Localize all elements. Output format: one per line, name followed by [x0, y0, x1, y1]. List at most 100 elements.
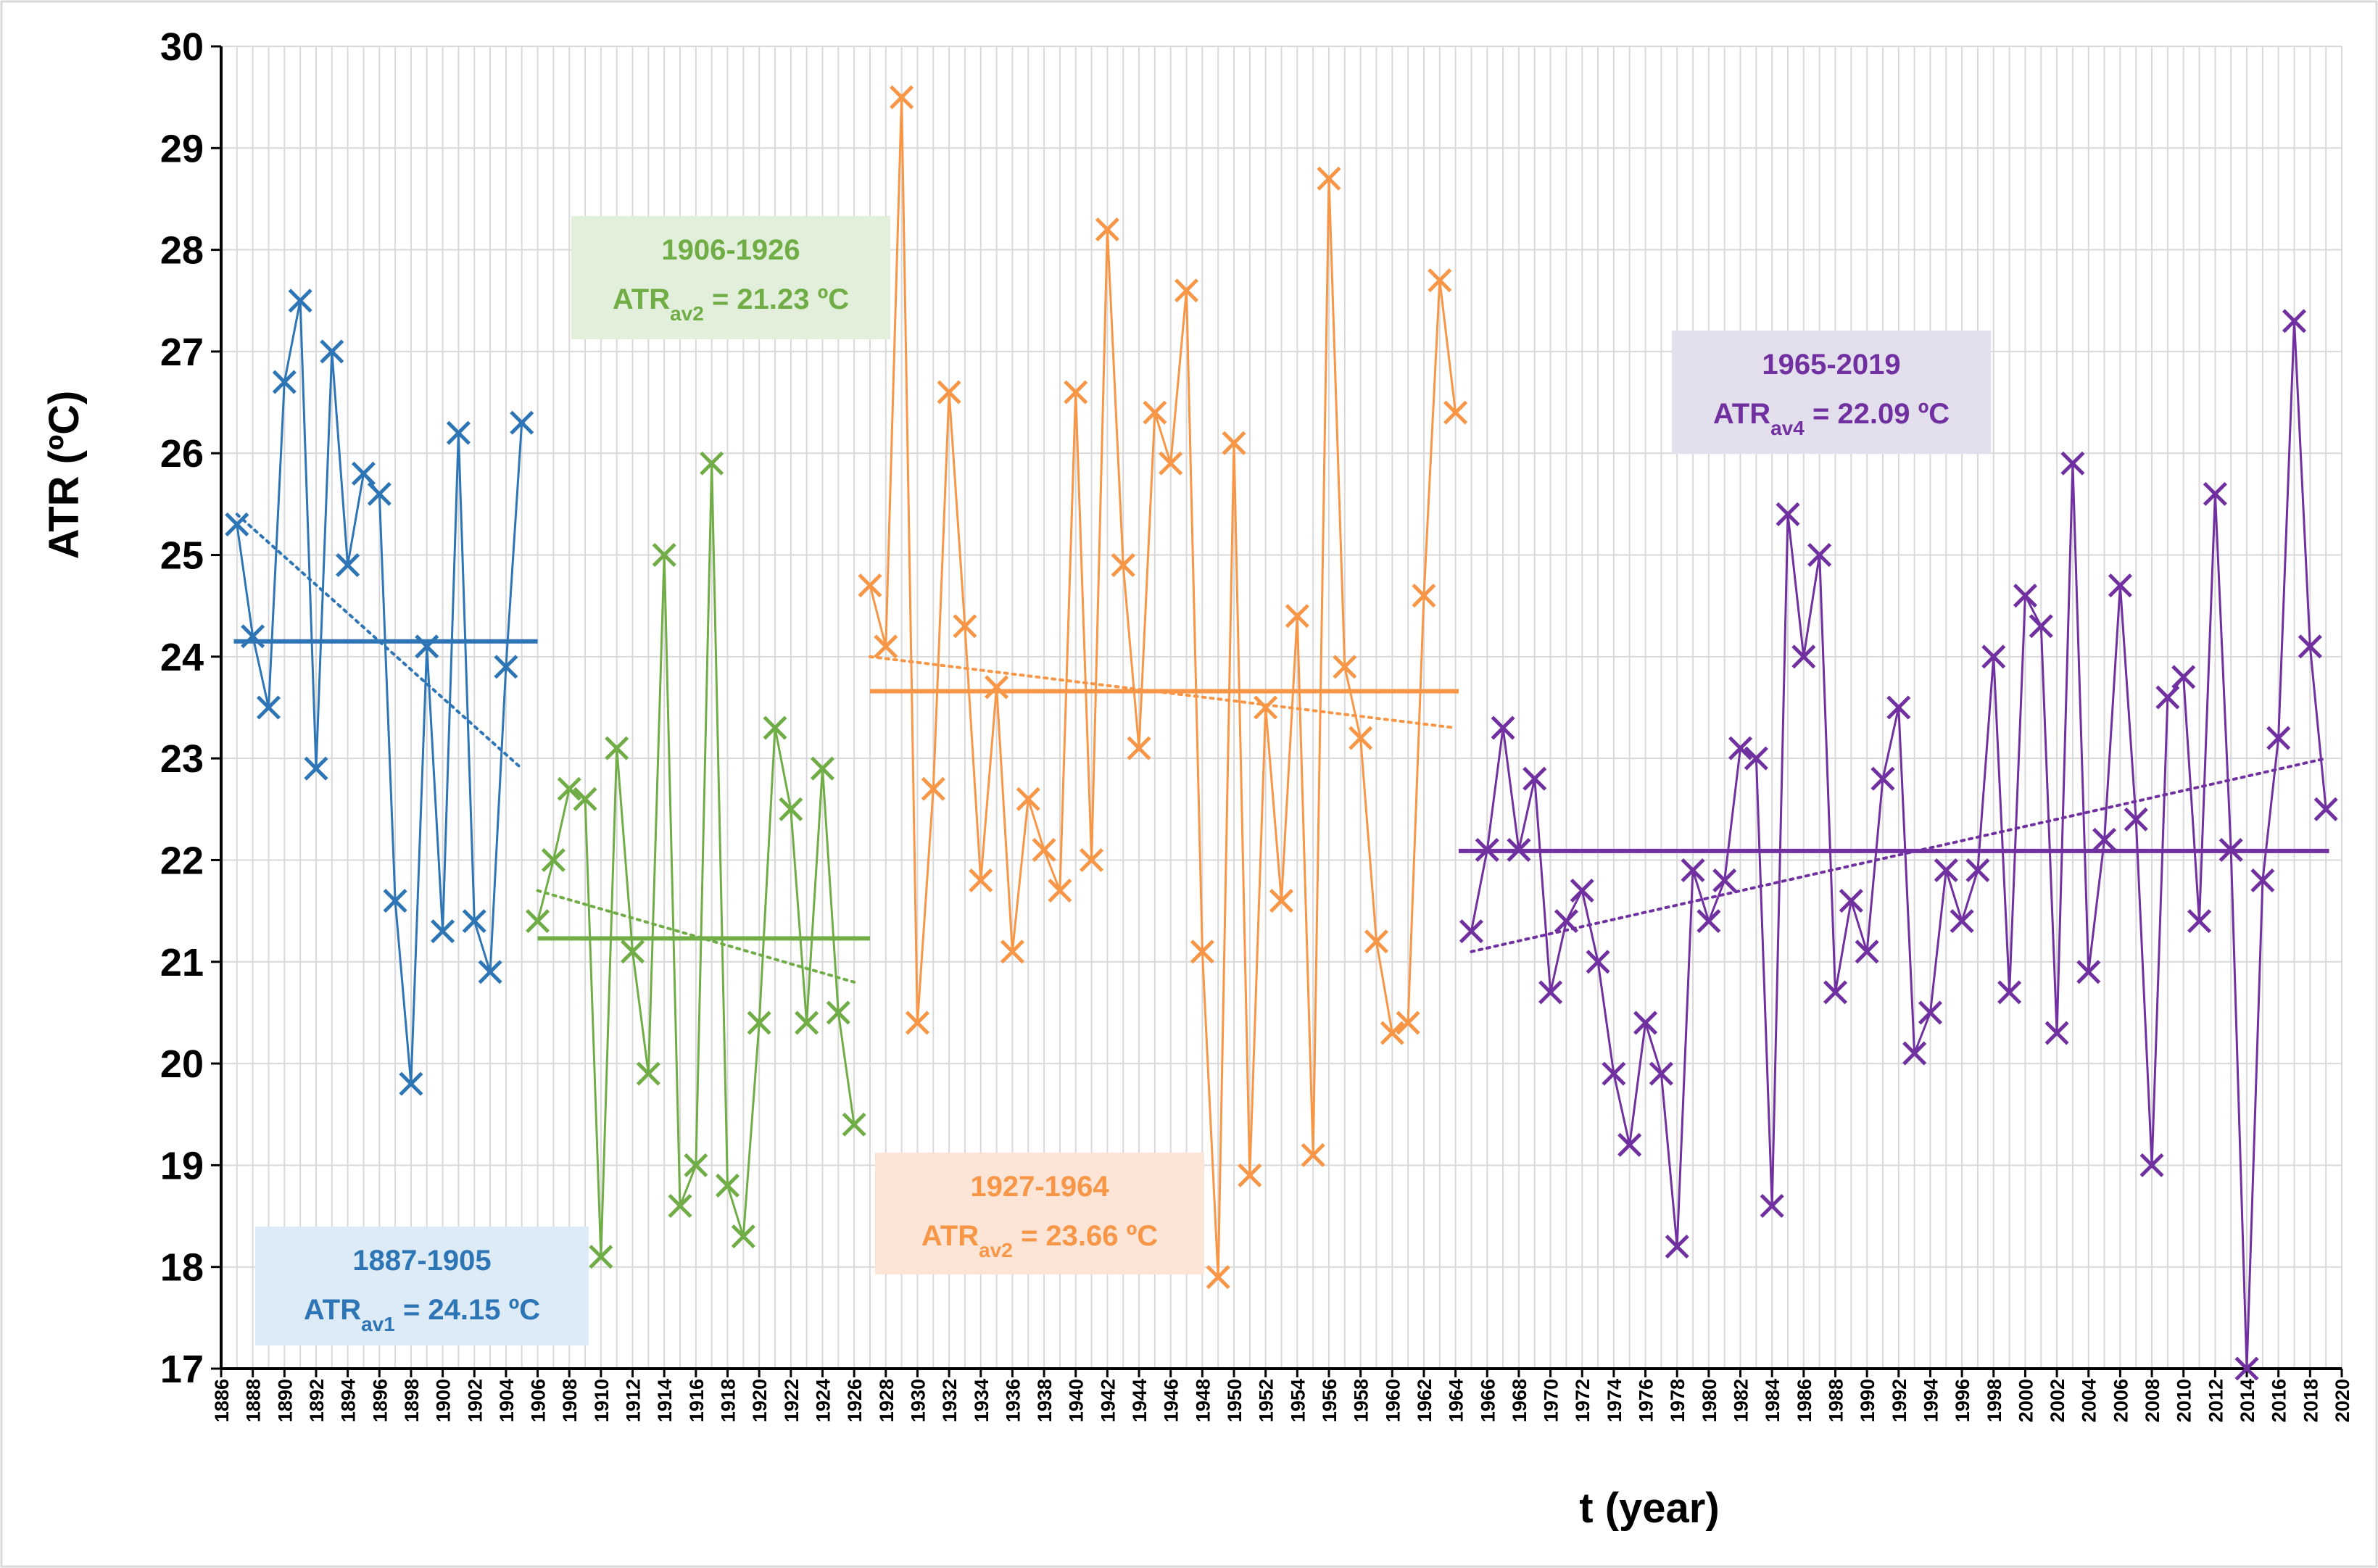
x-tick-label: 2006 [2110, 1379, 2132, 1422]
y-tick-label: 17 [160, 1348, 204, 1391]
data-point-marker [1776, 502, 1800, 526]
annotation-label: ATR [921, 1220, 979, 1252]
x-tick-label: 1984 [1762, 1379, 1784, 1422]
data-point-marker [1143, 400, 1167, 425]
data-point-marker [1412, 584, 1436, 608]
x-tick-label: 2018 [2300, 1379, 2321, 1422]
data-point-marker [1617, 1132, 1642, 1157]
annotation-mean: ATRav4 = 22.09 ºC [1713, 398, 1950, 439]
data-point-marker [1064, 380, 1088, 405]
data-point-marker [1570, 879, 1594, 903]
data-point-marker [969, 868, 993, 893]
series-layer [225, 85, 2338, 1381]
x-tick-label: 1910 [591, 1379, 613, 1422]
series-1906-1926 [526, 451, 870, 1269]
data-point-marker [1080, 847, 1104, 872]
data-point-marker [304, 756, 328, 781]
data-point-marker [2234, 1356, 2259, 1381]
data-point-marker [1934, 858, 1958, 883]
series-line [869, 96, 1457, 1279]
data-point-marker [494, 655, 518, 679]
data-point-marker [446, 420, 471, 445]
data-point-marker [1317, 166, 1341, 191]
y-tick-label: 19 [160, 1144, 204, 1187]
data-point-marker [1111, 553, 1135, 578]
y-tick-label: 25 [160, 534, 204, 578]
x-tick-label: 1974 [1604, 1379, 1625, 1422]
x-tick-label: 2012 [2205, 1379, 2226, 1422]
y-tick-label: 24 [160, 636, 204, 679]
data-point-marker [826, 1000, 850, 1025]
x-tick-label: 1968 [1509, 1379, 1530, 1422]
trend-line [536, 889, 856, 984]
data-point-marker [1000, 939, 1024, 964]
data-point-marker [985, 675, 1009, 700]
axes [220, 46, 2342, 1370]
data-point-marker [2313, 797, 2338, 821]
data-point-marker [541, 847, 566, 872]
x-tick-label: 2010 [2174, 1379, 2195, 1422]
data-point-marker [431, 919, 455, 944]
data-point-marker [462, 909, 486, 934]
data-point-marker [874, 634, 898, 659]
data-point-marker [1696, 909, 1721, 934]
data-point-marker [1997, 980, 2022, 1005]
trend-line [1470, 757, 2328, 953]
x-tick-label: 1944 [1129, 1379, 1151, 1422]
data-point-marker [858, 573, 882, 598]
data-point-marker [1586, 950, 1610, 974]
data-point-marker [1839, 889, 1863, 913]
data-point-marker [1048, 879, 1072, 903]
data-point-marker [1744, 746, 1768, 771]
x-tick-label: 1986 [1794, 1379, 1815, 1422]
data-point-marker [573, 787, 597, 811]
x-tick-label: 1938 [1034, 1379, 1056, 1422]
data-point-marker [1174, 278, 1199, 303]
data-point-marker [1886, 695, 1911, 720]
x-tick-label: 1902 [464, 1379, 486, 1422]
series-1887-1905 [225, 289, 538, 1096]
annotation-box-bg [1672, 331, 1991, 454]
data-point-marker [1016, 787, 1040, 811]
trend-line [868, 655, 1457, 730]
annotation-box-bg [255, 1227, 589, 1345]
x-tick-label: 1892 [306, 1379, 328, 1422]
x-tick-label: 1930 [907, 1379, 929, 1422]
data-point-marker [779, 797, 803, 821]
annotation-subscript: av4 [1770, 417, 1805, 439]
data-point-marker [1380, 1021, 1404, 1045]
y-tick-label: 28 [160, 229, 204, 273]
data-point-marker [225, 512, 249, 536]
data-point-marker [478, 960, 502, 984]
data-point-marker [937, 380, 961, 405]
data-point-marker [1475, 837, 1499, 862]
data-point-marker [2203, 481, 2227, 506]
annotation-box-bg [875, 1153, 1204, 1274]
y-tick-label: 26 [160, 432, 204, 476]
x-tick-label: 2016 [2269, 1379, 2290, 1422]
data-point-marker [2266, 726, 2291, 750]
x-tick-label: 1956 [1319, 1379, 1341, 1422]
data-point-marker [1269, 889, 1294, 913]
data-point-marker [1554, 909, 1578, 934]
x-tick-label: 1972 [1572, 1379, 1594, 1422]
x-tick-label: 1980 [1699, 1379, 1720, 1422]
data-point-marker [1396, 1011, 1420, 1035]
data-point-marker [2218, 837, 2243, 862]
x-tick-label: 1978 [1667, 1379, 1689, 1422]
x-tick-label: 1982 [1731, 1379, 1752, 1422]
x-tick-label: 1932 [939, 1379, 961, 1422]
annotation-period: 1906-1926 [661, 234, 800, 266]
x-tick-label: 1894 [338, 1379, 360, 1422]
annotation-label: ATR [304, 1294, 361, 1326]
x-tick-label: 1914 [654, 1379, 676, 1422]
x-tick-label: 2020 [2332, 1379, 2353, 1422]
annotation-value: = 21.23 ºC [704, 283, 849, 315]
data-point-marker [1254, 695, 1278, 720]
data-point-marker [383, 889, 407, 913]
grid-lines [220, 46, 2342, 1369]
x-tick-label: 1926 [844, 1379, 866, 1422]
data-point-marker [256, 695, 281, 720]
annotation-period: 1927-1964 [970, 1171, 1109, 1203]
